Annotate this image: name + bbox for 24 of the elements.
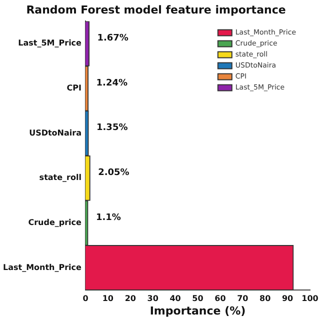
x-tick-label: 100: [302, 294, 319, 304]
data-label: 2.05%: [98, 168, 130, 178]
x-tick-label: 30: [147, 294, 159, 304]
data-label: 1.67%: [97, 33, 128, 44]
data-label: 1.35%: [96, 123, 128, 134]
x-tick-label: 90: [282, 294, 294, 304]
x-tick-label: 20: [124, 294, 136, 304]
x-tick-label: 80: [260, 294, 272, 304]
x-tick-label: 40: [170, 294, 182, 304]
data-label: 1.1%: [96, 212, 121, 223]
data-label: 1.24%: [96, 78, 128, 88]
x-tick-label: 10: [102, 294, 114, 304]
y-tick-label: Last_5M_Price: [18, 38, 82, 48]
y-tick-label: CPI: [66, 84, 82, 93]
y-tick-label: Last_Month_Price: [2, 262, 82, 272]
y-tick-label: state_roll: [39, 173, 82, 182]
x-tick-label: 60: [214, 294, 226, 304]
x-tick-label: 70: [237, 294, 249, 304]
x-tick-label: 50: [192, 294, 204, 304]
y-tick-label: USDtoNaira: [29, 128, 82, 138]
x-tick-label: 0: [82, 294, 89, 304]
chart-title: Random Forest model feature importance: [26, 3, 286, 16]
y-tick-label: Crude_price: [28, 218, 82, 228]
x-axis-title: Importance (%): [150, 304, 246, 318]
